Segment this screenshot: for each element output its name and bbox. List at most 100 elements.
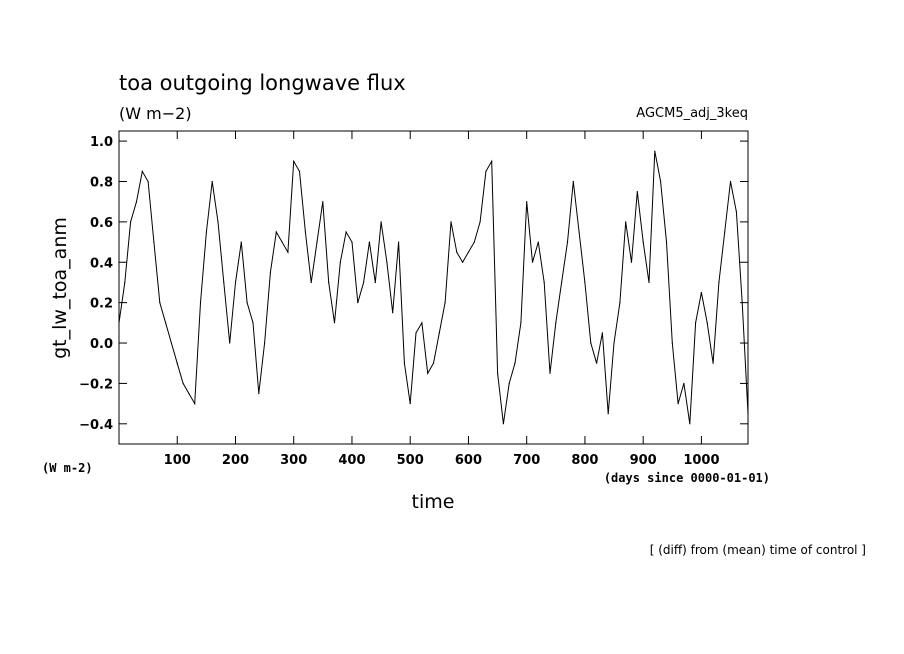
y-tick-label: 0.6 xyxy=(90,216,113,231)
series-point xyxy=(432,362,435,364)
series-point xyxy=(229,342,231,344)
series-point xyxy=(625,221,627,223)
series-point xyxy=(298,170,301,172)
series-point xyxy=(211,180,213,183)
y-axis-label: gt_lw_toa_anm xyxy=(49,217,71,359)
series-point xyxy=(642,241,644,243)
series-point xyxy=(176,362,178,364)
series-point xyxy=(665,241,668,243)
series-point xyxy=(403,362,405,364)
series-point xyxy=(596,362,598,364)
y-axis-units: (W m-2) xyxy=(42,461,93,475)
series-point xyxy=(572,180,574,183)
series-point xyxy=(398,241,400,243)
x-tick-label: 300 xyxy=(280,453,307,468)
series-point xyxy=(351,241,353,243)
y-axis-ticks: −0.4 −0.2 0.0 0.2 0.4 0.6 0.8 1.0 xyxy=(79,135,748,433)
series-point xyxy=(421,322,423,324)
series-points xyxy=(118,150,749,425)
series-point xyxy=(135,201,138,203)
series-point xyxy=(130,221,132,223)
series-point xyxy=(205,231,207,233)
series-point xyxy=(322,201,324,203)
x-tick-label: 800 xyxy=(571,453,598,468)
x-tick-label: 900 xyxy=(630,453,657,468)
series-point xyxy=(363,281,365,284)
series-point xyxy=(275,231,277,233)
series-point xyxy=(141,170,143,172)
series-point xyxy=(555,322,557,324)
series-point xyxy=(648,281,650,284)
series-point xyxy=(333,322,336,324)
series-point xyxy=(124,281,126,284)
series-point xyxy=(450,221,452,223)
series-point xyxy=(456,251,458,253)
series-point xyxy=(153,241,155,243)
series-point xyxy=(502,423,504,425)
series-point xyxy=(549,372,551,374)
series-point xyxy=(287,251,289,253)
plot-frame xyxy=(118,130,749,445)
y-tick-label: 0.8 xyxy=(90,175,113,190)
series-point xyxy=(526,201,528,203)
series-point xyxy=(159,302,161,304)
series-line xyxy=(118,151,749,424)
series-point xyxy=(660,180,662,183)
series-point xyxy=(293,160,295,162)
series-point xyxy=(712,362,714,364)
series-point xyxy=(188,392,190,395)
series-point xyxy=(368,241,370,243)
series-point xyxy=(514,362,516,364)
series-point xyxy=(240,241,242,243)
y-tick-label: −0.2 xyxy=(79,377,113,392)
series-point xyxy=(234,281,237,284)
series-point xyxy=(479,221,481,223)
series-point xyxy=(281,241,283,243)
series-point xyxy=(170,342,172,344)
series-point xyxy=(613,342,615,344)
series-point xyxy=(415,332,417,334)
x-tick-label: 500 xyxy=(397,453,424,468)
series-point xyxy=(636,191,638,193)
series-point xyxy=(735,211,738,213)
series-point xyxy=(520,322,522,324)
series-point xyxy=(118,322,120,324)
series-point xyxy=(695,322,697,324)
series-point xyxy=(409,403,411,405)
series-point xyxy=(380,221,382,223)
y-tick-label: −0.4 xyxy=(79,418,113,433)
series-point xyxy=(508,382,510,384)
series-point xyxy=(304,231,306,233)
series-point xyxy=(747,413,749,415)
series-point xyxy=(444,302,446,304)
series-point xyxy=(700,291,703,294)
x-tick-label: 200 xyxy=(222,453,249,468)
x-axis-label: time xyxy=(412,491,455,513)
x-tick-label: 700 xyxy=(513,453,540,468)
series-point xyxy=(630,261,633,263)
series-point xyxy=(269,271,271,273)
series-point xyxy=(147,180,149,183)
chart-title: toa outgoing longwave flux xyxy=(119,71,406,95)
series-point xyxy=(724,231,726,233)
y-tick-label: 0.2 xyxy=(90,297,113,312)
series-point xyxy=(217,221,219,223)
series-point xyxy=(258,392,260,395)
series-point xyxy=(497,372,499,374)
x-tick-label: 400 xyxy=(338,453,365,468)
series-point xyxy=(182,382,184,384)
series-point xyxy=(328,281,330,284)
series-point xyxy=(316,241,318,243)
series-point xyxy=(339,261,341,263)
series-point xyxy=(165,322,167,324)
series-point xyxy=(729,180,732,183)
series-point xyxy=(467,251,469,253)
series-point xyxy=(199,302,202,304)
y-tick-label: 0.4 xyxy=(90,256,113,271)
series-point xyxy=(345,231,347,233)
series-point xyxy=(619,302,621,304)
series-point xyxy=(194,403,196,405)
series-point xyxy=(264,342,266,344)
series-point xyxy=(223,281,225,284)
